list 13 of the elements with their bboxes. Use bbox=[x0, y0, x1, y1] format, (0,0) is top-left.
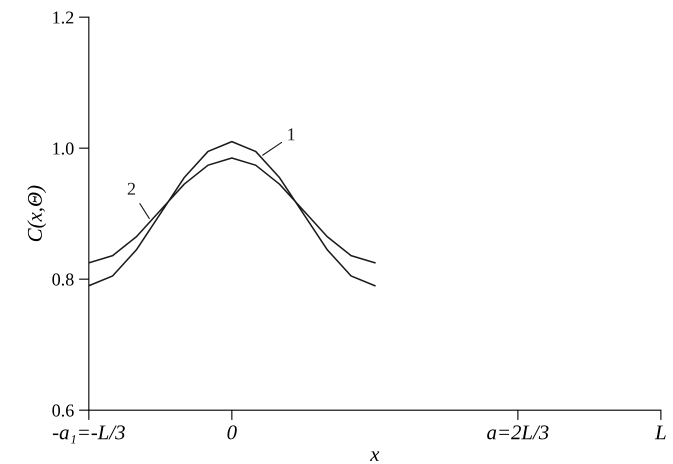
x-tick-label: 0 bbox=[227, 425, 237, 440]
y-tick-label: 1.2 bbox=[53, 11, 74, 24]
y-tick-label: 0.8 bbox=[52, 273, 74, 286]
line-series bbox=[88, 140, 376, 286]
x-axis-title: x bbox=[370, 451, 380, 461]
x-tick-label: -a₁=-L/3 bbox=[52, 425, 125, 444]
series-label: 1 bbox=[288, 128, 295, 140]
y-tick-label: 0.6 bbox=[52, 404, 74, 417]
series-label: 2 bbox=[128, 182, 136, 195]
x-tick-label: a=2L/3 bbox=[487, 425, 548, 440]
x-tick-label: L bbox=[654, 426, 666, 440]
y-tick-label: 1.0 bbox=[53, 142, 74, 155]
y-axis-title: C(x,Θ) bbox=[27, 186, 46, 242]
